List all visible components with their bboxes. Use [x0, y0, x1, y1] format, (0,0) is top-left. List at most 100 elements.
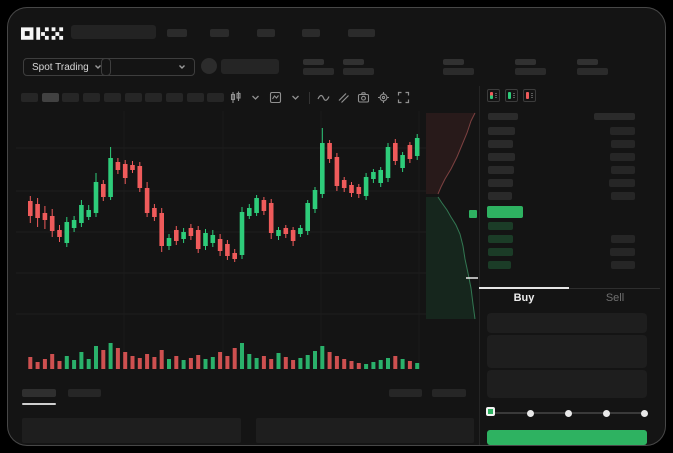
timeframe-button[interactable]	[62, 93, 80, 102]
bottom-action-placeholder[interactable]	[389, 389, 422, 397]
volume-bar	[269, 359, 274, 369]
timeframe-button[interactable]	[207, 93, 225, 102]
line-icon[interactable]	[317, 91, 330, 104]
bottom-tab-placeholder[interactable]	[68, 389, 101, 397]
indicators-icon[interactable]	[269, 91, 282, 104]
slider-handle[interactable]	[485, 406, 495, 416]
ask-row-amount[interactable]	[609, 179, 635, 187]
candle-body	[283, 228, 289, 234]
slider-stop[interactable]	[602, 409, 610, 417]
ask-row-price[interactable]	[488, 192, 512, 200]
candle-body	[130, 165, 135, 170]
ask-row-price[interactable]	[488, 140, 513, 148]
candle-body	[49, 216, 55, 231]
slider-stop[interactable]	[640, 409, 648, 417]
bid-row-price[interactable]	[488, 261, 511, 269]
candle-body	[181, 232, 186, 239]
order-input-field[interactable]	[487, 370, 647, 398]
volume-bar	[386, 358, 390, 369]
chevron-down-icon[interactable]	[289, 91, 302, 104]
volume-bar	[115, 348, 120, 369]
slider-stop[interactable]	[526, 409, 534, 417]
nav-item-placeholder[interactable]	[302, 29, 320, 37]
nav-item-placeholder[interactable]	[167, 29, 187, 37]
candlestick-chart[interactable]	[16, 109, 479, 381]
view-rows-glyph	[531, 93, 533, 98]
last-price-pill[interactable]	[487, 206, 523, 218]
nav-item-placeholder[interactable]	[348, 29, 375, 37]
settings-icon[interactable]	[377, 91, 390, 104]
camera-icon[interactable]	[357, 91, 370, 104]
ask-row-amount[interactable]	[610, 153, 635, 161]
panel-divider	[479, 86, 480, 445]
depth-bids-line	[437, 196, 476, 320]
candle-style-icon[interactable]	[229, 91, 242, 104]
volume-bar	[123, 352, 128, 369]
bid-row-amount[interactable]	[610, 248, 635, 256]
chevron-down-icon[interactable]	[249, 91, 262, 104]
ask-row-amount[interactable]	[611, 192, 635, 200]
bid-row-amount[interactable]	[611, 261, 635, 269]
candle-body	[407, 145, 413, 159]
bid-row-amount[interactable]	[611, 235, 635, 243]
timeframe-button[interactable]	[124, 93, 142, 102]
volume-bar	[145, 354, 150, 369]
bottom-action-placeholder[interactable]	[432, 389, 466, 397]
ask-row-amount[interactable]	[610, 127, 635, 135]
timeframe-button[interactable]	[83, 93, 101, 102]
candle-body	[290, 230, 296, 241]
timeframe-button[interactable]	[165, 93, 183, 102]
order-input-field[interactable]	[487, 313, 647, 333]
timeframe-button[interactable]	[103, 93, 121, 102]
ask-row-price[interactable]	[488, 179, 513, 187]
order-input-field[interactable]	[487, 335, 647, 368]
nav-search-placeholder[interactable]	[71, 25, 156, 39]
book-bids-icon[interactable]	[505, 89, 518, 102]
candle-body	[122, 164, 128, 178]
candle-body	[371, 172, 376, 179]
timeframe-button[interactable]	[145, 93, 163, 102]
volume-bar	[152, 357, 157, 369]
expand-icon[interactable]	[397, 91, 410, 104]
volume-bar	[298, 358, 303, 369]
book-split-icon[interactable]	[487, 89, 500, 102]
slider-stop[interactable]	[564, 409, 572, 417]
volume-bar	[261, 356, 266, 369]
bid-row-price[interactable]	[488, 235, 513, 243]
buy-submit-button[interactable]	[487, 430, 647, 445]
nav-item-placeholder[interactable]	[210, 29, 229, 37]
bottom-tab-placeholder[interactable]	[22, 389, 56, 397]
pair-search-dropdown[interactable]	[101, 58, 195, 76]
volume-bar	[225, 356, 230, 369]
okx-logo	[21, 27, 65, 43]
book-asks-icon[interactable]	[523, 89, 536, 102]
tab-sell[interactable]: Sell	[605, 292, 625, 304]
timeframe-button[interactable]	[21, 93, 38, 102]
ask-row-price[interactable]	[488, 153, 515, 161]
timeframe-button[interactable]	[186, 93, 204, 102]
volume-bar	[28, 357, 33, 369]
candle-body	[101, 184, 106, 197]
price-tag	[469, 210, 477, 218]
ask-row-price[interactable]	[488, 127, 515, 135]
drawing-tools-icon[interactable]	[337, 91, 350, 104]
volume-bar	[305, 355, 310, 369]
volume-bar	[50, 354, 55, 369]
coin-avatar	[201, 58, 217, 74]
stat-value-placeholder	[443, 68, 474, 75]
volume-bar	[356, 363, 361, 369]
candle-body	[356, 187, 362, 194]
ask-row-amount[interactable]	[611, 140, 635, 148]
timeframe-button[interactable]	[41, 93, 59, 102]
bid-row-price[interactable]	[488, 248, 513, 256]
ask-row-amount[interactable]	[611, 166, 635, 174]
view-color-bar	[490, 92, 493, 99]
candle-body	[203, 233, 208, 246]
bid-row-price[interactable]	[488, 222, 513, 230]
ask-row-price[interactable]	[488, 166, 514, 174]
nav-item-placeholder[interactable]	[257, 29, 275, 37]
candle-body	[166, 238, 172, 246]
tab-buy[interactable]: Buy	[513, 292, 535, 304]
market-type-dropdown[interactable]: Spot Trading	[23, 58, 111, 76]
